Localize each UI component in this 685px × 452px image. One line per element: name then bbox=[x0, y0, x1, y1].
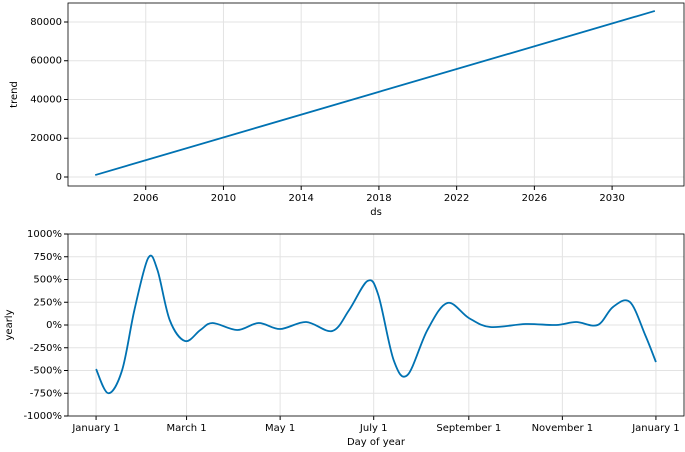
x-tick-label: 2014 bbox=[288, 193, 313, 204]
y-tick-label: 250% bbox=[33, 297, 62, 308]
y-tick-label: 500% bbox=[33, 275, 62, 286]
y-tick-label: 0 bbox=[56, 172, 62, 183]
y-tick-label: 0% bbox=[46, 320, 62, 331]
x-axis-label: ds bbox=[370, 207, 382, 218]
x-tick-label: September 1 bbox=[436, 423, 501, 434]
x-tick-label: January 1 bbox=[631, 423, 679, 434]
x-tick-label: 2030 bbox=[599, 193, 624, 204]
y-tick-label: -500% bbox=[30, 366, 62, 377]
y-tick-label: -1000% bbox=[23, 411, 62, 422]
x-tick-label: November 1 bbox=[532, 423, 594, 434]
y-tick-label: -250% bbox=[30, 343, 62, 354]
y-axis-label: trend bbox=[9, 81, 20, 108]
y-tick-label: 750% bbox=[33, 252, 62, 263]
x-tick-label: 2022 bbox=[444, 193, 469, 204]
line bbox=[94, 10, 656, 176]
y-tick-label: 1000% bbox=[27, 229, 62, 240]
y-tick-label: 40000 bbox=[30, 94, 62, 105]
y-tick-label: 20000 bbox=[30, 133, 62, 144]
x-tick-label: 2006 bbox=[133, 193, 158, 204]
x-tick-label: 2018 bbox=[366, 193, 391, 204]
y-axis-label: yearly bbox=[4, 309, 15, 340]
y-tick-label: 80000 bbox=[30, 17, 62, 28]
x-tick-label: 2010 bbox=[211, 193, 236, 204]
x-tick-label: March 1 bbox=[167, 423, 207, 434]
x-tick-label: May 1 bbox=[265, 423, 295, 434]
axes-frame bbox=[67, 233, 685, 417]
x-tick-label: July 1 bbox=[359, 423, 388, 434]
x-tick-label: 2026 bbox=[522, 193, 547, 204]
x-axis-label: Day of year bbox=[347, 437, 406, 448]
axes-frame bbox=[67, 2, 685, 187]
y-tick-label: 60000 bbox=[30, 56, 62, 67]
line bbox=[95, 254, 657, 395]
x-tick-label: January 1 bbox=[71, 423, 119, 434]
y-tick-label: -750% bbox=[30, 388, 62, 399]
